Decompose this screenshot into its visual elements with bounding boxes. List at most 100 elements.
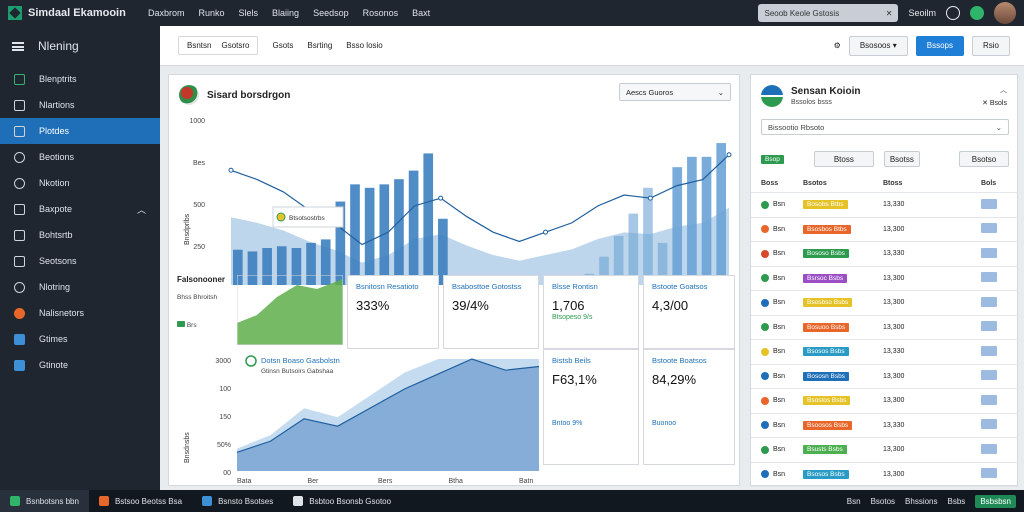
sidebar-item[interactable]: Beotions	[0, 144, 160, 170]
row-action-button[interactable]	[981, 468, 997, 479]
row-action-button[interactable]	[981, 272, 997, 283]
toolbar-item[interactable]: Bsso losio	[346, 41, 383, 50]
tray-badge[interactable]: Bsbsbsn	[975, 494, 1016, 508]
column-header[interactable]: Bsotos	[803, 180, 827, 187]
row-action-button[interactable]	[981, 419, 997, 430]
menu-icon[interactable]	[12, 41, 24, 51]
toolbar-group[interactable]: Bsntsn Gsotsro	[178, 36, 259, 55]
toolbar-item[interactable]: Bsntsn	[187, 41, 212, 50]
table-row[interactable]: Bsn Bosobs Btbs 13,330	[751, 193, 1019, 218]
settings-icon[interactable]: ⚙	[833, 41, 841, 50]
primary-button[interactable]: Bssops	[915, 35, 964, 56]
row-action-cell[interactable]	[981, 370, 1011, 382]
chevron-up-icon[interactable]: ︿	[136, 204, 146, 215]
taskbar-item[interactable]: Bsnbotsns bbn	[0, 490, 89, 512]
table-row[interactable]: Bsn Bsosos Bsbs 13,330	[751, 340, 1019, 365]
user-label[interactable]: Seoilm	[908, 8, 936, 18]
table-row[interactable]: Bsn Bosuoo Bsbs 13,300	[751, 316, 1019, 340]
row-action-cell[interactable]	[981, 321, 1011, 333]
column-header[interactable]: Boss	[761, 180, 779, 187]
row-action-cell[interactable]	[981, 296, 1011, 309]
kpi-card[interactable]: Bstoote Boatsos 84,29% Buonoo	[643, 349, 735, 465]
row-action-cell[interactable]	[981, 345, 1011, 358]
sidebar-item[interactable]: Nkotion	[0, 170, 160, 196]
sidebar-item[interactable]: Gtimes	[0, 326, 160, 352]
table-row[interactable]: Bsn Bososn Bsbs 13,300	[751, 365, 1019, 389]
sidebar-item[interactable]: Seotsons	[0, 248, 160, 274]
app-logo[interactable]: Simdaal Ekamooin	[0, 6, 140, 20]
status-icon[interactable]	[970, 6, 984, 20]
row-action-button[interactable]	[981, 443, 997, 454]
column-header[interactable]: Btoss	[883, 180, 903, 187]
row-action-cell[interactable]	[981, 443, 1011, 456]
toolbar-item[interactable]: Bsrting	[307, 41, 333, 50]
detail-search-input[interactable]: Bissootio Rbsoto ⌄	[761, 119, 1009, 135]
tray-item[interactable]: Bsbs	[947, 496, 966, 506]
close-button[interactable]: ✕ Bsols	[982, 100, 1007, 107]
sidebar-item[interactable]: Baxpote ︿	[0, 196, 160, 222]
kpi-card[interactable]: Blsse Rontisn 1,706 Btsopeso 9/s	[543, 275, 639, 349]
row-action-button[interactable]	[981, 223, 997, 234]
row-action-button[interactable]	[981, 394, 997, 405]
sidebar-item[interactable]: Nalisnetors	[0, 300, 160, 326]
row-action-cell[interactable]	[981, 247, 1011, 260]
top-nav-item[interactable]: Baxt	[412, 8, 431, 18]
secondary-button[interactable]: Rsio	[971, 35, 1010, 56]
filter-button[interactable]: Btoss	[813, 151, 874, 167]
sidebar-item-active[interactable]: Plotdes	[0, 118, 160, 144]
close-icon[interactable]: ✕	[885, 8, 893, 18]
table-row[interactable]: Bsn Bsoosos Bsbs 13,330	[751, 414, 1019, 438]
tray-item[interactable]: Bhssions	[905, 496, 938, 506]
table-row[interactable]: Bsn Bsusts Bsbs 13,300	[751, 438, 1019, 463]
row-action-button[interactable]	[981, 198, 997, 209]
taskbar-item[interactable]: Bsbtoo Bsonsb Gsotoo	[283, 490, 401, 512]
row-action-button[interactable]	[981, 296, 997, 307]
chevron-up-icon[interactable]: ︿	[1000, 87, 1007, 94]
tray-item[interactable]: Bsn	[846, 496, 861, 506]
kpi-card[interactable]: Bistsb Beils F63,1% Bntoo 9%	[543, 349, 639, 465]
row-action-button[interactable]	[981, 370, 997, 381]
row-action-cell[interactable]	[981, 419, 1011, 431]
row-action-cell[interactable]	[981, 198, 1011, 211]
row-action-button[interactable]	[981, 345, 997, 356]
chart-dropdown[interactable]: Aescs Guoros ⌄	[619, 83, 731, 101]
top-nav-item[interactable]: Seedsop	[313, 8, 349, 18]
taskbar-item[interactable]: Bsnsto Bsotses	[192, 490, 283, 512]
row-action-cell[interactable]	[981, 394, 1011, 407]
taskbar-item[interactable]: Bstsoo Beotss Bsa	[89, 490, 192, 512]
table-row[interactable]: Bsn Bsosbso Bsbs 13,300	[751, 291, 1019, 316]
filter-button[interactable]: Bsotso	[959, 151, 1009, 167]
row-action-cell[interactable]	[981, 468, 1011, 480]
table-row[interactable]: Bsn Bsostos Bsbs 13,300	[751, 389, 1019, 414]
avatar[interactable]	[994, 2, 1016, 24]
search-input[interactable]: Seoob Keole Gstosis ✕	[758, 4, 899, 22]
toolbar-item[interactable]: Gsots	[272, 41, 294, 50]
sidebar-item[interactable]: Nlotring	[0, 274, 160, 300]
notification-icon[interactable]	[946, 6, 960, 20]
filter-button[interactable]: Bsotss	[883, 151, 920, 167]
top-nav-item[interactable]: Rosonos	[362, 8, 399, 18]
table-row[interactable]: Bsn Bsosos Bsbs 13,300	[751, 463, 1019, 487]
row-action-cell[interactable]	[981, 223, 1011, 235]
table-row[interactable]: Bsn Bsosbos Btbs 13,300	[751, 218, 1019, 242]
table-row[interactable]: Bsn Bososo Bsbs 13,330	[751, 242, 1019, 267]
sidebar-item[interactable]: Nlartions	[0, 92, 160, 118]
kpi-card[interactable]: Bsabosttoe Gotostss 39/4%	[443, 275, 539, 349]
top-nav-item[interactable]: Daxbrom	[148, 8, 185, 18]
row-action-button[interactable]	[981, 247, 997, 258]
top-nav-item[interactable]: Slels	[238, 8, 259, 18]
row-action-button[interactable]	[981, 321, 997, 332]
top-nav-item[interactable]: Runko	[198, 8, 225, 18]
sidebar-item[interactable]: Blenptrits	[0, 66, 160, 92]
table-row[interactable]: Bsn Bsrsoc Bsbs 13,300	[751, 267, 1019, 291]
kpi-card[interactable]: Bstoote Goatsos 4,3/00	[643, 275, 735, 349]
toolbar-item[interactable]: Gsotsro	[221, 41, 250, 50]
top-nav-item[interactable]: Blaiing	[272, 8, 300, 18]
sidebar-item[interactable]: Gtinote	[0, 352, 160, 378]
kpi-card[interactable]: Bsnitosn Resatioto 333%	[347, 275, 439, 349]
toolbar-dropdown-button[interactable]: Bsosoos ▾	[848, 35, 908, 56]
row-action-cell[interactable]	[981, 272, 1011, 284]
tray-item[interactable]: Bsotos	[870, 496, 896, 506]
sidebar-item[interactable]: Bohtsrtb	[0, 222, 160, 248]
column-header[interactable]: Bols	[981, 180, 997, 187]
